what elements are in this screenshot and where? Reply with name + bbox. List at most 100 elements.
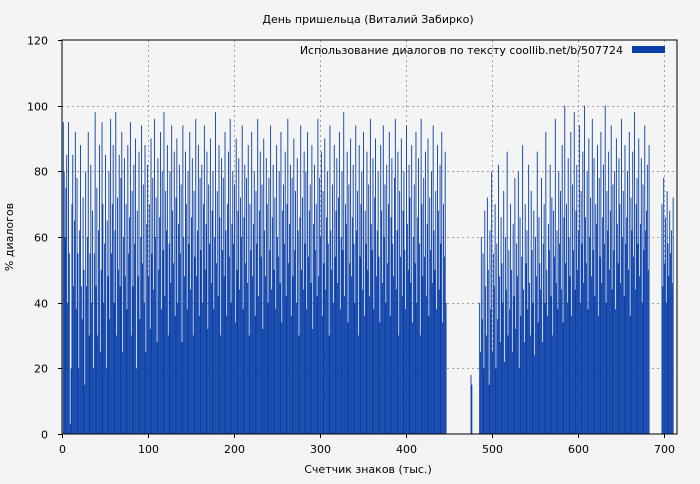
bar bbox=[65, 187, 67, 434]
bar bbox=[634, 289, 636, 434]
bar bbox=[141, 125, 143, 435]
bar bbox=[627, 269, 629, 434]
bar bbox=[572, 184, 573, 434]
bar bbox=[492, 351, 493, 434]
x-tick-label: 500 bbox=[482, 443, 503, 456]
bar bbox=[229, 118, 231, 435]
bar bbox=[329, 125, 331, 435]
x-tick-label: 400 bbox=[396, 443, 417, 456]
bar bbox=[98, 145, 100, 434]
bar bbox=[662, 286, 664, 434]
bar bbox=[431, 171, 432, 434]
bar bbox=[630, 197, 632, 434]
bar bbox=[481, 319, 483, 434]
bar bbox=[400, 138, 402, 434]
bar bbox=[364, 210, 366, 434]
bar bbox=[380, 145, 382, 434]
bar bbox=[243, 217, 245, 434]
bar bbox=[127, 145, 129, 434]
bar bbox=[283, 184, 284, 434]
bar bbox=[266, 204, 268, 434]
bar bbox=[110, 118, 112, 435]
bar bbox=[565, 263, 567, 434]
bar bbox=[331, 269, 333, 434]
bar bbox=[176, 138, 178, 434]
bar bbox=[566, 204, 567, 434]
bar bbox=[254, 315, 256, 434]
bar bbox=[149, 328, 151, 434]
bar bbox=[244, 164, 246, 434]
bar bbox=[430, 250, 432, 434]
axis-ticks: 0 20 40 60 80 100 120 0 100 200 300 400 500 600 700 bbox=[27, 35, 675, 457]
bar bbox=[185, 151, 186, 434]
bar bbox=[525, 263, 527, 434]
bar bbox=[585, 263, 587, 434]
bar bbox=[363, 131, 364, 434]
bar bbox=[631, 230, 633, 434]
bar bbox=[648, 145, 650, 434]
bar bbox=[406, 223, 408, 434]
bar bbox=[138, 151, 140, 434]
bar bbox=[444, 151, 446, 434]
bar bbox=[424, 256, 426, 434]
bar bbox=[596, 223, 598, 434]
bar bbox=[584, 105, 585, 435]
bar bbox=[164, 296, 166, 434]
bar bbox=[599, 256, 601, 434]
bar bbox=[483, 368, 485, 434]
bar bbox=[479, 302, 481, 434]
bar bbox=[664, 263, 665, 434]
bar bbox=[591, 118, 593, 435]
bar bbox=[539, 263, 541, 434]
bar bbox=[153, 289, 155, 434]
bar bbox=[633, 256, 635, 434]
bar bbox=[91, 302, 93, 434]
bar bbox=[154, 237, 156, 434]
bar bbox=[351, 276, 352, 434]
bar bbox=[191, 158, 193, 434]
bar bbox=[140, 237, 142, 434]
bar bbox=[528, 164, 530, 434]
bar bbox=[643, 250, 645, 434]
bar bbox=[161, 171, 163, 434]
bar bbox=[223, 276, 225, 434]
bar bbox=[602, 217, 604, 434]
legend-swatch bbox=[632, 46, 665, 53]
bar bbox=[68, 122, 69, 434]
x-tick-label: 100 bbox=[138, 443, 159, 456]
bar bbox=[234, 322, 236, 434]
bar bbox=[373, 309, 375, 434]
bar bbox=[300, 125, 302, 435]
bar bbox=[536, 151, 538, 434]
bar bbox=[418, 158, 419, 434]
bar bbox=[618, 158, 620, 434]
bar bbox=[628, 131, 630, 434]
bar bbox=[250, 250, 252, 434]
bar bbox=[284, 151, 286, 434]
bar bbox=[248, 335, 250, 434]
bar bbox=[435, 191, 437, 434]
bar bbox=[162, 250, 164, 434]
bar bbox=[375, 276, 377, 434]
bar bbox=[531, 250, 533, 434]
bar bbox=[638, 138, 640, 434]
bar bbox=[285, 296, 287, 434]
bar bbox=[193, 191, 195, 434]
bar bbox=[609, 269, 610, 434]
bar bbox=[276, 145, 278, 434]
bar bbox=[74, 131, 76, 434]
bar bbox=[562, 322, 564, 434]
bar bbox=[527, 309, 529, 434]
bar bbox=[77, 253, 79, 434]
bar bbox=[374, 197, 376, 434]
bar bbox=[595, 204, 597, 434]
bar bbox=[194, 256, 196, 434]
y-tick-label: 120 bbox=[27, 35, 48, 48]
bar bbox=[491, 171, 493, 434]
bar bbox=[535, 237, 536, 434]
bar bbox=[560, 289, 562, 434]
bar bbox=[626, 217, 628, 434]
bar bbox=[520, 315, 522, 434]
bar bbox=[509, 309, 511, 434]
bar bbox=[175, 197, 177, 434]
